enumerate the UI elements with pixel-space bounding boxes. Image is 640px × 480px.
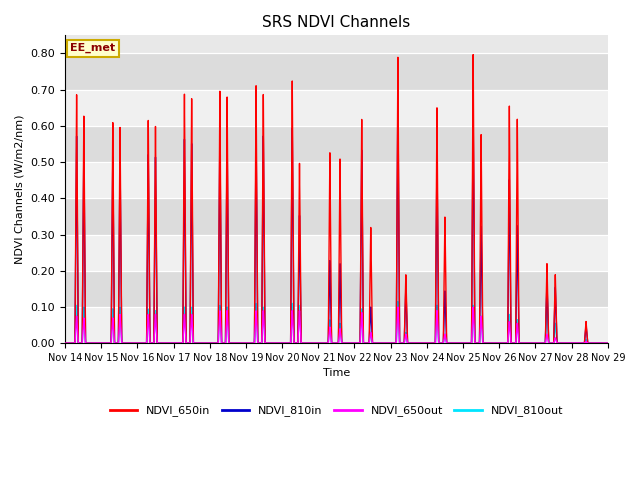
Bar xyxy=(65,53,608,90)
Bar xyxy=(65,198,608,235)
Bar xyxy=(65,90,608,126)
Title: SRS NDVI Channels: SRS NDVI Channels xyxy=(262,15,410,30)
Bar xyxy=(65,235,608,271)
Y-axis label: NDVI Channels (W/m2/nm): NDVI Channels (W/m2/nm) xyxy=(15,115,25,264)
Legend: NDVI_650in, NDVI_810in, NDVI_650out, NDVI_810out: NDVI_650in, NDVI_810in, NDVI_650out, NDV… xyxy=(105,401,568,421)
X-axis label: Time: Time xyxy=(323,369,350,379)
Bar xyxy=(65,162,608,198)
Text: EE_met: EE_met xyxy=(70,43,116,53)
Bar xyxy=(65,271,608,307)
Bar xyxy=(65,126,608,162)
Bar xyxy=(65,307,608,343)
